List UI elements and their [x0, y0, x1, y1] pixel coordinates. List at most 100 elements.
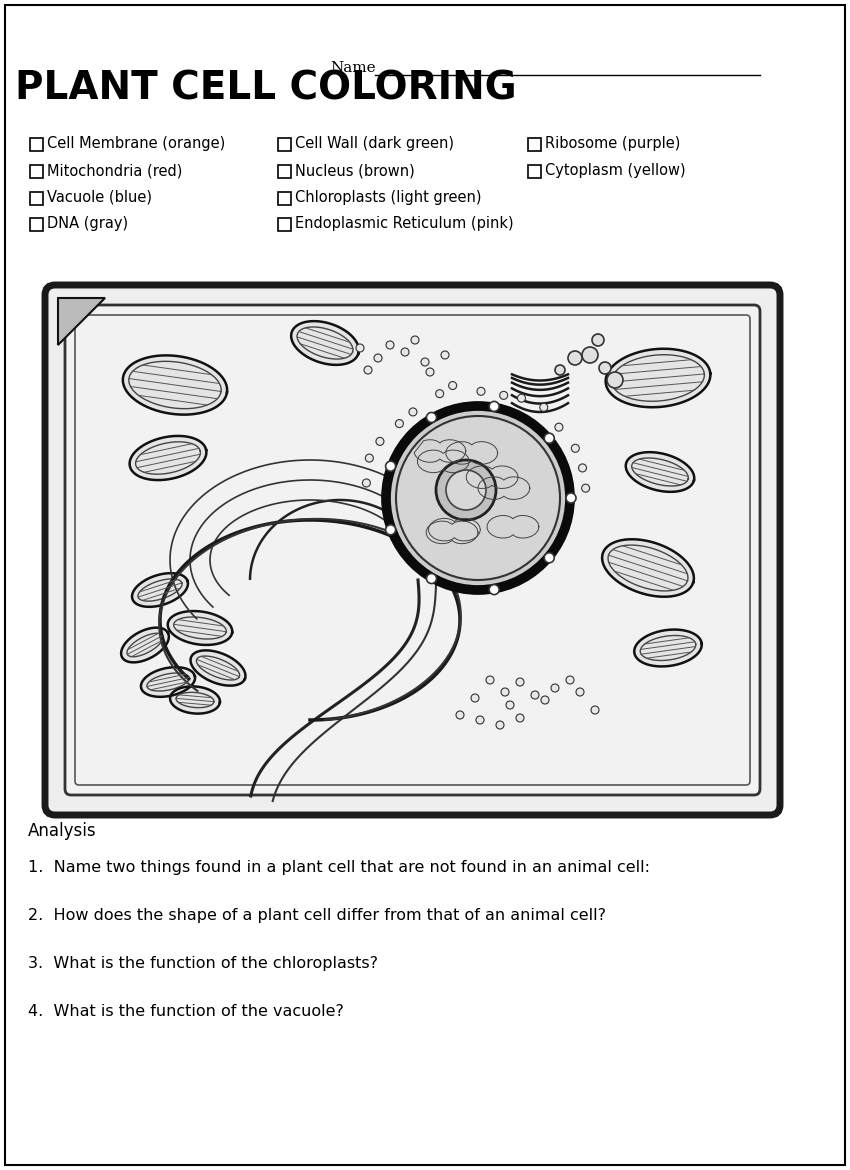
Circle shape: [386, 525, 395, 535]
Circle shape: [518, 394, 525, 402]
Circle shape: [576, 688, 584, 696]
Text: Analysis: Analysis: [28, 823, 97, 840]
Circle shape: [374, 355, 382, 362]
Circle shape: [436, 460, 496, 519]
Circle shape: [592, 333, 604, 346]
Polygon shape: [626, 452, 694, 491]
Circle shape: [501, 688, 509, 696]
Circle shape: [446, 470, 486, 510]
Text: Cell Wall (dark green): Cell Wall (dark green): [295, 136, 454, 151]
Text: Cell Membrane (orange): Cell Membrane (orange): [47, 136, 225, 151]
Circle shape: [364, 366, 372, 374]
Circle shape: [544, 552, 554, 563]
Polygon shape: [602, 539, 694, 597]
Circle shape: [568, 351, 582, 365]
Polygon shape: [170, 687, 220, 714]
Circle shape: [582, 347, 598, 363]
Circle shape: [426, 369, 434, 376]
Circle shape: [356, 344, 364, 352]
Text: Endoplasmic Reticulum (pink): Endoplasmic Reticulum (pink): [295, 216, 513, 230]
Circle shape: [607, 372, 623, 388]
Circle shape: [396, 417, 560, 580]
Circle shape: [386, 340, 394, 349]
Circle shape: [489, 585, 499, 594]
Bar: [30, 138, 43, 151]
Circle shape: [531, 691, 539, 698]
Circle shape: [411, 336, 419, 344]
Circle shape: [496, 721, 504, 729]
Bar: [278, 138, 291, 151]
Circle shape: [591, 706, 599, 714]
Circle shape: [436, 390, 444, 398]
FancyBboxPatch shape: [65, 305, 760, 794]
Circle shape: [516, 677, 524, 686]
Circle shape: [427, 413, 437, 422]
Circle shape: [540, 404, 547, 412]
Circle shape: [500, 391, 507, 399]
Circle shape: [471, 694, 479, 702]
Circle shape: [555, 365, 565, 376]
Bar: [30, 192, 43, 205]
Circle shape: [451, 481, 459, 489]
Bar: [528, 165, 541, 178]
Circle shape: [362, 479, 371, 487]
Circle shape: [366, 454, 373, 462]
Polygon shape: [606, 349, 711, 407]
Circle shape: [441, 494, 449, 502]
Text: Ribosome (purple): Ribosome (purple): [545, 136, 680, 151]
Bar: [528, 138, 541, 151]
Circle shape: [516, 714, 524, 722]
FancyBboxPatch shape: [45, 285, 780, 815]
Circle shape: [486, 676, 494, 684]
Bar: [30, 218, 43, 230]
Text: Nucleus (brown): Nucleus (brown): [295, 163, 415, 178]
Polygon shape: [292, 321, 359, 365]
Text: Vacuole (blue): Vacuole (blue): [47, 190, 152, 205]
Text: PLANT CELL COLORING: PLANT CELL COLORING: [15, 70, 517, 108]
Circle shape: [599, 362, 611, 374]
Circle shape: [401, 347, 409, 356]
Circle shape: [449, 381, 456, 390]
Circle shape: [386, 461, 395, 472]
Bar: [278, 218, 291, 230]
Polygon shape: [190, 651, 246, 686]
Circle shape: [581, 484, 590, 493]
Circle shape: [555, 424, 563, 432]
Circle shape: [489, 401, 499, 412]
Circle shape: [441, 351, 449, 359]
Polygon shape: [132, 573, 188, 607]
Bar: [278, 192, 291, 205]
Circle shape: [446, 505, 454, 514]
Polygon shape: [58, 298, 105, 345]
Circle shape: [506, 701, 514, 709]
Polygon shape: [634, 629, 702, 667]
Bar: [30, 165, 43, 178]
Circle shape: [551, 684, 559, 691]
Circle shape: [476, 716, 484, 724]
Circle shape: [427, 573, 437, 584]
Polygon shape: [123, 356, 227, 414]
Circle shape: [409, 408, 417, 415]
Circle shape: [376, 438, 384, 446]
Text: 1.  Name two things found in a plant cell that are not found in an animal cell:: 1. Name two things found in a plant cell…: [28, 860, 650, 875]
Circle shape: [456, 711, 464, 720]
Bar: [278, 165, 291, 178]
Text: Chloroplasts (light green): Chloroplasts (light green): [295, 190, 481, 205]
Text: 4.  What is the function of the vacuole?: 4. What is the function of the vacuole?: [28, 1004, 344, 1019]
Polygon shape: [129, 436, 207, 480]
Text: DNA (gray): DNA (gray): [47, 216, 128, 230]
Text: Mitochondria (red): Mitochondria (red): [47, 163, 183, 178]
Circle shape: [477, 387, 485, 395]
Circle shape: [541, 696, 549, 704]
Text: Name: Name: [330, 61, 376, 75]
Circle shape: [421, 358, 429, 366]
Polygon shape: [121, 627, 169, 662]
Polygon shape: [141, 667, 195, 697]
Circle shape: [395, 420, 404, 427]
Text: 3.  What is the function of the chloroplasts?: 3. What is the function of the chloropla…: [28, 956, 378, 971]
Circle shape: [579, 464, 586, 472]
Text: 2.  How does the shape of a plant cell differ from that of an animal cell?: 2. How does the shape of a plant cell di…: [28, 908, 606, 923]
Circle shape: [566, 676, 574, 684]
Circle shape: [386, 406, 570, 590]
Circle shape: [571, 445, 580, 453]
